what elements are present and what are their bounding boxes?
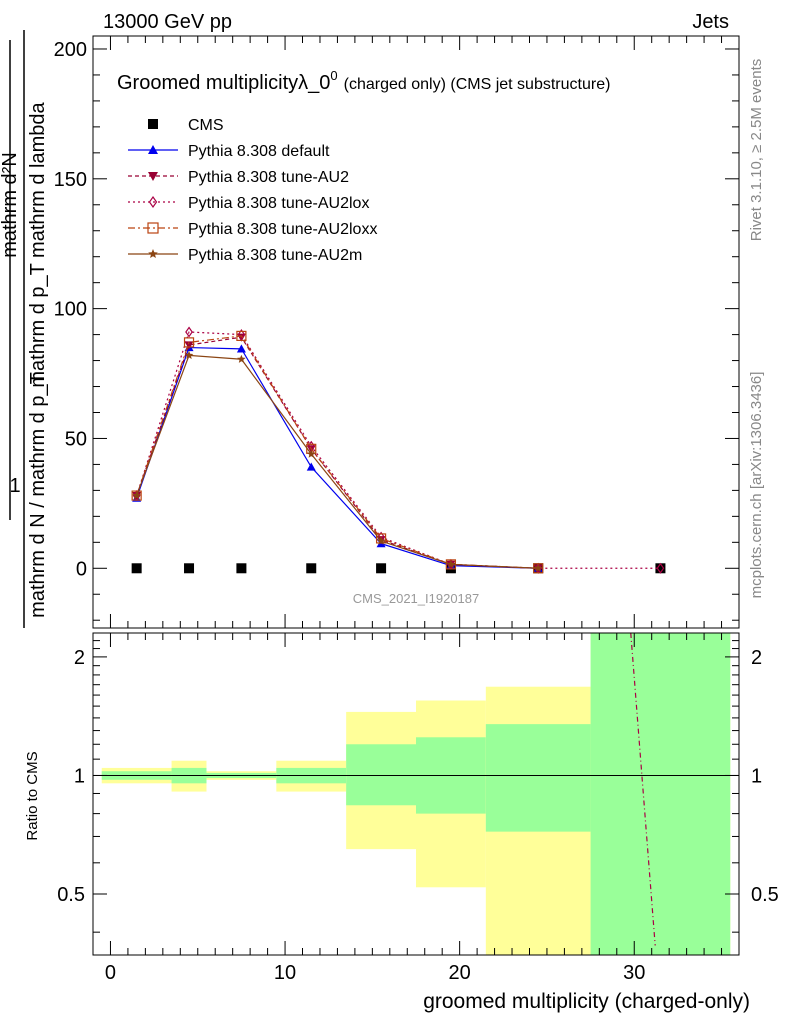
data-point xyxy=(185,326,193,338)
main-axis-ticks: 0 50 100 150 200 xyxy=(54,36,739,628)
ratio-band-green xyxy=(590,633,731,955)
ratio-ylabel: Ratio to CMS xyxy=(24,751,41,840)
main-series-group xyxy=(131,326,666,574)
x-tick-label: 20 xyxy=(449,962,471,984)
series-line xyxy=(136,331,661,569)
legend-label: Pythia 8.308 tune-AU2loxx xyxy=(188,221,377,238)
y-tick-label: 200 xyxy=(54,39,87,61)
data-point xyxy=(533,563,543,572)
ratio-y-tick-label: 2 xyxy=(74,647,85,669)
ratio-lines xyxy=(93,632,739,946)
data-point xyxy=(446,559,456,568)
data-point xyxy=(148,145,158,154)
data-point xyxy=(183,337,195,348)
ylabel-denominator: mathrm d p_T mathrm d lambda xyxy=(27,101,49,387)
x-tick-label: 30 xyxy=(623,962,645,984)
ratio-y-tick-label-right: 0.5 xyxy=(751,884,779,906)
chart-title-sup: 0 xyxy=(330,68,337,83)
legend-label: Pythia 8.308 tune-AU2m xyxy=(188,247,362,264)
series-pythia-8-308-tune-au2 xyxy=(132,333,543,573)
series-line xyxy=(136,336,539,569)
chart-title-suffix: (charged only) (CMS jet substructure) xyxy=(344,76,611,93)
data-point xyxy=(132,491,141,500)
x-axis-label: groomed multiplicity (charged-only) xyxy=(423,990,750,1013)
ratio-series-line xyxy=(630,632,656,946)
y-tick-label: 150 xyxy=(54,169,87,191)
y-tick-label: 0 xyxy=(76,558,87,580)
ratio-band-green xyxy=(485,724,591,832)
data-point xyxy=(307,449,316,458)
ylabel-one: 1 xyxy=(9,475,20,497)
ratio-bands xyxy=(101,633,731,955)
legend-label: Pythia 8.308 default xyxy=(188,143,330,160)
data-point xyxy=(184,563,195,574)
legend-label: CMS xyxy=(188,117,224,134)
data-point xyxy=(237,354,246,363)
data-point xyxy=(376,536,386,545)
series-line xyxy=(136,335,539,569)
legend-label: Pythia 8.308 tune-AU2lox xyxy=(188,195,369,212)
series-line xyxy=(136,346,539,569)
data-point xyxy=(656,562,665,574)
data-point xyxy=(131,490,142,501)
data-point xyxy=(236,563,247,574)
ylabel-prefactor-den: mathrm d N / mathrm d p_T xyxy=(27,372,49,618)
ratio-y-tick-label-right: 2 xyxy=(751,647,762,669)
legend-label: Pythia 8.308 tune-AU2 xyxy=(188,169,349,186)
legend: CMS Pythia 8.308 default Pythia 8.308 tune… xyxy=(128,117,377,264)
chart-title-main: Groomed multiplicityλ_0 xyxy=(117,72,330,94)
data-point xyxy=(236,344,246,353)
rivet-label: Rivet 3.1.10, ≥ 2.5M events xyxy=(748,59,765,242)
chart-title: Groomed multiplicityλ_00 (charged only) (… xyxy=(117,68,610,94)
ratio-y-tick-label-right: 1 xyxy=(751,765,762,787)
x-tick-label: 0 xyxy=(105,962,116,984)
data-point xyxy=(184,341,194,350)
data-point xyxy=(306,462,316,471)
energy-label: 13000 GeV pp xyxy=(103,11,232,33)
data-point xyxy=(148,249,158,258)
ratio-band-green xyxy=(346,744,416,806)
data-point xyxy=(148,172,158,181)
ratio-axis-ticks: 0.5 0.51 12 20 10 20 30 xyxy=(57,633,779,984)
series-pythia-8-308-tune-au2lox xyxy=(132,326,665,574)
mcplots-label: mcplots.cern.ch [arXiv:1306.3436] xyxy=(748,372,765,599)
series-pythia-8-308-default xyxy=(132,343,543,572)
data-point xyxy=(184,350,194,359)
data-point xyxy=(237,329,246,341)
ratio-frame xyxy=(92,632,740,956)
series-pythia-8-308-tune-au2loxx xyxy=(131,330,544,574)
ylabel-numerator: mathrm d²N xyxy=(0,152,21,258)
data-point xyxy=(148,195,158,209)
data-point xyxy=(131,563,142,574)
x-tick-label: 10 xyxy=(274,962,296,984)
ratio-panel: 0.5 0.51 12 20 10 20 30 Ratio to CMS groomed m… xyxy=(24,632,779,1013)
data-point xyxy=(236,330,247,341)
data-point xyxy=(306,563,317,574)
data-point xyxy=(148,119,158,129)
y-tick-label: 50 xyxy=(65,428,87,450)
analysis-id: CMS_2021_I1920187 xyxy=(353,591,480,606)
ratio-y-tick-label: 1 xyxy=(74,765,85,787)
series-line xyxy=(136,354,539,569)
y-tick-label: 100 xyxy=(54,299,87,321)
data-point xyxy=(147,222,159,234)
category-label: Jets xyxy=(692,11,729,33)
data-point xyxy=(376,563,387,574)
series-pythia-8-308-tune-au2m xyxy=(132,350,543,572)
main-frame xyxy=(92,35,740,629)
main-ylabel: 1 mathrm d²N mathrm d p_T mathrm d lambd… xyxy=(0,30,49,628)
ratio-y-tick-label: 0.5 xyxy=(57,884,85,906)
